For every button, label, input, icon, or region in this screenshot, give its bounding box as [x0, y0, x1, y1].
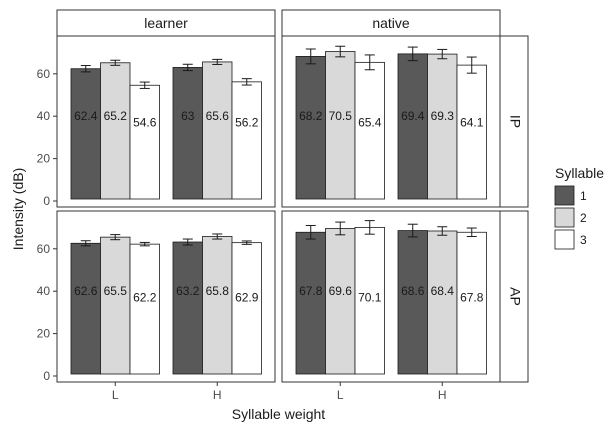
- bar: [129, 84, 160, 200]
- bar: [397, 230, 428, 375]
- bar: [100, 236, 131, 375]
- bar: [295, 56, 326, 200]
- strip-AP: [499, 210, 529, 383]
- bar: [427, 53, 458, 200]
- data-label: 56.2: [235, 116, 259, 130]
- y-tick-label: 0: [43, 369, 50, 383]
- data-label: 62.6: [74, 284, 98, 298]
- x-tick-label: L: [337, 388, 344, 402]
- y-tick-label: 40: [37, 284, 51, 298]
- bar: [325, 228, 356, 375]
- data-label: 67.8: [460, 291, 484, 305]
- y-tick-label: 60: [37, 242, 51, 256]
- strip-label-learner: learner: [144, 15, 188, 31]
- bar: [202, 236, 233, 375]
- bar: [354, 61, 385, 200]
- data-label: 68.4: [431, 284, 455, 298]
- legend-key: [554, 229, 575, 250]
- bar: [100, 62, 131, 200]
- data-label: 65.8: [206, 284, 230, 298]
- legend-title: Syllable: [555, 165, 604, 181]
- y-tick-label: 20: [37, 327, 51, 341]
- data-label: 70.5: [329, 109, 353, 123]
- bar: [397, 53, 428, 200]
- data-label: 69.6: [329, 284, 353, 298]
- strip-label-native: native: [372, 15, 410, 31]
- data-label: 62.9: [235, 291, 259, 305]
- bar: [70, 68, 101, 200]
- bar: [231, 81, 262, 200]
- data-label: 65.2: [104, 109, 128, 123]
- data-label: 69.4: [401, 109, 425, 123]
- y-tick-label: 40: [37, 109, 51, 123]
- bar: [325, 51, 356, 200]
- bar: [427, 230, 458, 375]
- x-tick-label: H: [438, 388, 447, 402]
- data-label: 69.3: [431, 109, 455, 123]
- bar: [231, 242, 262, 375]
- bar: [70, 242, 101, 375]
- x-tick-label: L: [112, 388, 119, 402]
- data-label: 68.2: [299, 109, 323, 123]
- data-label: 62.2: [133, 291, 157, 305]
- data-label: 54.6: [133, 116, 157, 130]
- legend-key: [554, 185, 575, 206]
- y-tick-label: 60: [37, 67, 51, 81]
- data-label: 65.5: [104, 284, 128, 298]
- data-label: 65.4: [358, 116, 382, 130]
- legend-label: 1: [580, 189, 587, 203]
- bar: [202, 61, 233, 200]
- bar: [172, 241, 203, 375]
- x-axis-title: Syllable weight: [232, 406, 325, 422]
- data-label: 62.4: [74, 109, 98, 123]
- strip-IP: [499, 35, 529, 208]
- data-label: 67.8: [299, 284, 323, 298]
- bar: [295, 231, 326, 375]
- data-label: 68.6: [401, 284, 425, 298]
- y-axis-title: Intensity (dB): [10, 168, 26, 250]
- bar: [172, 67, 203, 200]
- bar: [456, 231, 487, 375]
- legend-label: 2: [580, 211, 587, 225]
- strip-label-IP: IP: [507, 115, 523, 128]
- y-tick-label: 20: [37, 152, 51, 166]
- strip-native: [281, 9, 501, 37]
- legend-label: 3: [580, 233, 587, 247]
- data-label: 64.1: [460, 116, 484, 130]
- data-label: 65.6: [206, 109, 230, 123]
- y-tick-label: 0: [43, 194, 50, 208]
- data-label: 70.1: [358, 291, 382, 305]
- data-label: 63: [181, 109, 195, 123]
- strip-label-AP: AP: [507, 287, 523, 306]
- bar: [129, 243, 160, 375]
- bar: [456, 64, 487, 200]
- x-tick-label: H: [213, 388, 222, 402]
- strip-learner: [56, 9, 276, 37]
- data-label: 63.2: [176, 284, 200, 298]
- legend-key: [554, 207, 575, 228]
